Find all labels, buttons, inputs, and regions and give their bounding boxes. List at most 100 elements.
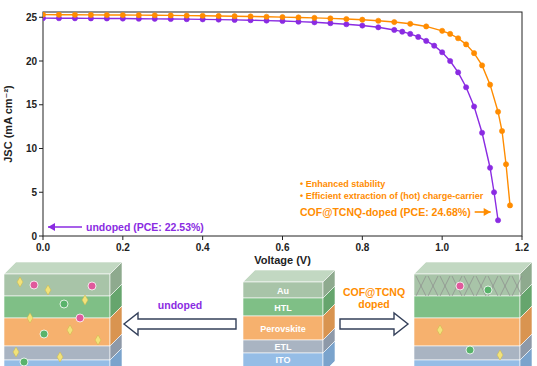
stack-layer-side [110, 348, 122, 366]
y-tick-label: 0 [31, 231, 37, 242]
series-marker [376, 25, 381, 30]
y-tick [39, 148, 43, 149]
series-marker [472, 104, 477, 109]
x-tick [43, 236, 44, 240]
figure: 0.00.20.40.60.81.01.20510152025Voltage (… [0, 0, 537, 366]
stack-top [243, 270, 335, 282]
cof-mesh [464, 276, 474, 296]
plot-marks [43, 12, 513, 223]
stack-layer [243, 340, 323, 353]
x-axis-title: Voltage (V) [254, 254, 311, 266]
arrow-label: COF@TCNQdoped [343, 286, 405, 310]
cof-mesh [416, 276, 426, 296]
series-marker [248, 14, 253, 19]
stack-layer [4, 296, 110, 318]
series-marker [440, 50, 445, 55]
series-marker [72, 12, 77, 17]
series-label: COF@TCNQ-doped (PCE: 24.68%) [300, 206, 471, 218]
series-marker [168, 13, 173, 18]
y-tick-label: 10 [26, 143, 38, 154]
x-tick [522, 236, 523, 240]
cof-mesh [440, 276, 450, 296]
cof-mesh [512, 276, 522, 296]
series-marker [448, 31, 453, 36]
x-tick-label: 1.0 [435, 242, 449, 253]
stack-layer [414, 274, 520, 296]
defect-ion [60, 300, 68, 308]
stack-layer [414, 346, 520, 360]
defect-ion [30, 281, 38, 289]
series-marker [416, 34, 421, 39]
series-marker [136, 13, 141, 18]
cof-mesh [476, 276, 486, 296]
series-marker [43, 12, 46, 17]
stack-layer [414, 360, 520, 366]
defect-ion [484, 286, 492, 294]
defect-ion [466, 346, 474, 354]
y-tick-label: 5 [31, 187, 37, 198]
series-marker [344, 16, 349, 21]
right-block-arrow [340, 313, 408, 335]
series-marker [56, 12, 61, 17]
series-marker [464, 42, 469, 47]
series-marker [495, 109, 500, 114]
defect-diamond [497, 350, 503, 360]
series-marker [440, 28, 445, 33]
y-tick-label: 25 [26, 12, 38, 23]
series-marker [392, 19, 397, 24]
stack-layer [243, 353, 323, 366]
series-label-arrow-head [48, 223, 55, 231]
arrow-label: undoped [158, 299, 202, 311]
series-marker [200, 13, 205, 18]
defect-diamond [82, 295, 88, 305]
x-tick-label: 0.2 [116, 242, 130, 253]
stack-layer [414, 318, 520, 346]
x-tick-label: 1.2 [515, 242, 529, 253]
series-marker [360, 23, 365, 28]
series-marker [479, 130, 484, 135]
arrow-label-line: COF@TCNQ [343, 286, 405, 298]
right-stack [414, 262, 532, 366]
x-tick-label: 0.0 [36, 242, 50, 253]
series-marker [408, 31, 413, 36]
series-marker [400, 29, 405, 34]
layer-label: HTL [274, 303, 292, 313]
defect-diamond [13, 347, 19, 357]
defect-diamond [17, 277, 23, 287]
layer-label: ITO [276, 355, 291, 365]
series-marker [152, 13, 157, 18]
series-marker [232, 14, 237, 19]
cof-mesh [500, 276, 510, 296]
series-marker [376, 18, 381, 23]
series-marker [472, 51, 477, 56]
left-stack [4, 262, 122, 366]
defect-ion [456, 282, 464, 290]
series-marker [456, 70, 461, 75]
defect-diamond [95, 335, 101, 345]
series-marker [507, 203, 512, 208]
cof-mesh [428, 276, 438, 296]
cof-mesh [440, 276, 450, 296]
series-marker [479, 63, 484, 68]
cof-mesh [428, 276, 438, 296]
series-line [43, 18, 498, 220]
stack-layer [4, 318, 110, 346]
series-marker [464, 85, 469, 90]
plot-frame [43, 12, 522, 236]
defect-ion [40, 330, 48, 338]
layer-label: Perovskite [260, 324, 306, 334]
series-label-arrow-head [484, 208, 491, 216]
series-marker [184, 13, 189, 18]
stack-layer [4, 346, 110, 360]
y-tick [39, 192, 43, 193]
series-marker [328, 21, 333, 26]
defect-diamond [57, 352, 63, 362]
layer-label: Au [277, 286, 289, 296]
y-tick [39, 17, 43, 18]
left-block-arrow [124, 313, 236, 335]
y-tick-label: 15 [26, 99, 38, 110]
series-marker [312, 15, 317, 20]
layer-label: ETL [275, 342, 293, 352]
defect-ion [76, 314, 84, 322]
y-axis-title: JSC (mA cm⁻²) [2, 85, 14, 163]
